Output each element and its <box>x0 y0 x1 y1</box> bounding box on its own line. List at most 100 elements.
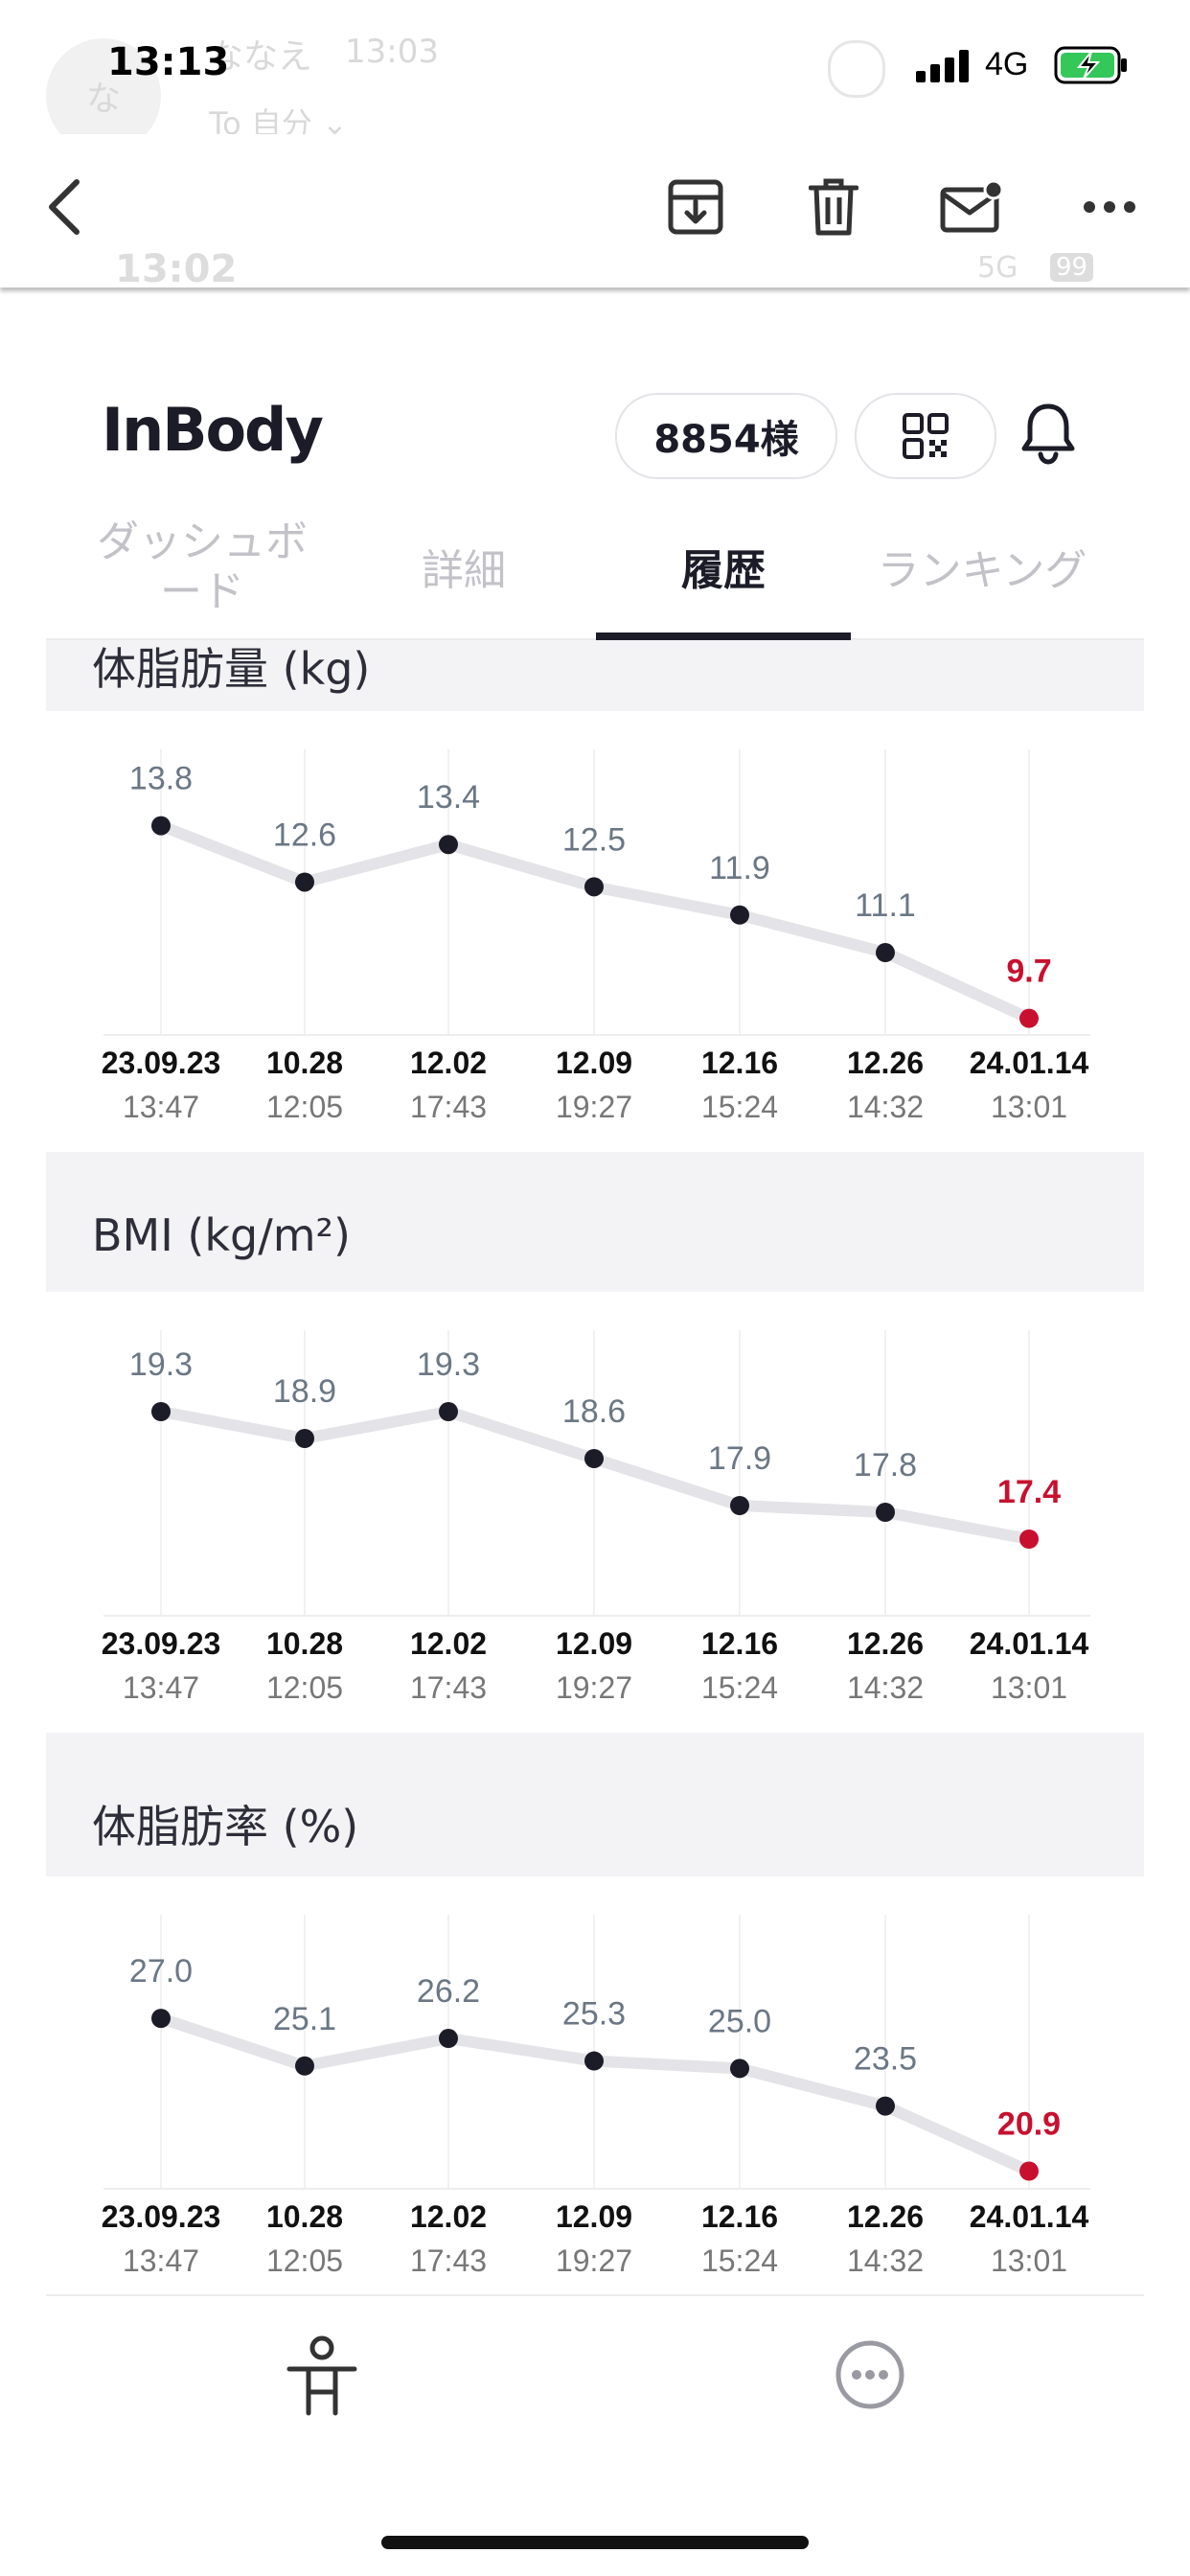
date-tick-label: 12.09 <box>556 1626 632 1661</box>
data-point <box>584 877 604 897</box>
data-point <box>439 835 458 855</box>
trash-icon[interactable] <box>795 169 872 245</box>
data-label: 25.3 <box>562 1996 626 2033</box>
date-tick-label: 23.09.23 <box>102 2199 221 2234</box>
time-tick-label: 15:24 <box>701 1670 778 1705</box>
data-label: 12.6 <box>273 816 336 853</box>
date-tick-label: 24.01.14 <box>970 2199 1089 2234</box>
time-tick-label: 13:47 <box>123 1670 199 1705</box>
date-tick-label: 12.26 <box>847 1626 924 1661</box>
time-tick-label: 12:05 <box>266 2243 343 2278</box>
data-point <box>876 1503 895 1522</box>
active-tab-indicator <box>596 632 851 640</box>
time-tick-label: 19:27 <box>556 1090 632 1124</box>
section-title-body-fat-mass: 体脂肪量 (kg) <box>92 643 371 695</box>
underlay-time: 13:02 <box>115 247 238 291</box>
more-circle-icon[interactable] <box>834 2338 906 2411</box>
time-tick-label: 15:24 <box>701 2243 778 2278</box>
time-tick-label: 13:01 <box>991 2243 1067 2278</box>
app-logo: InBody <box>102 395 324 465</box>
time-tick-label: 14:32 <box>847 1670 924 1705</box>
tab-ranking[interactable]: ランキング <box>877 546 1087 595</box>
data-label: 17.4 <box>997 1474 1061 1510</box>
back-icon[interactable] <box>25 169 102 245</box>
data-point <box>439 2029 458 2049</box>
body-figure-icon[interactable] <box>284 2333 360 2417</box>
date-tick-label: 12.16 <box>701 1626 778 1661</box>
section-header-body-fat-percentage: 体脂肪率 (%) <box>46 1733 1144 1876</box>
date-tick-label: 12.02 <box>410 2199 487 2234</box>
time-tick-label: 17:43 <box>410 1670 487 1705</box>
data-point <box>151 816 171 836</box>
data-point <box>876 2096 895 2116</box>
section-header-bmi: BMI (kg/m²) <box>46 1152 1144 1292</box>
data-label: 13.4 <box>417 779 480 816</box>
data-label: 20.9 <box>997 2106 1061 2143</box>
data-label: 18.9 <box>273 1373 336 1410</box>
time-tick-label: 19:27 <box>556 1670 632 1705</box>
data-point <box>295 2056 314 2076</box>
mark-unread-icon[interactable] <box>933 169 1010 245</box>
more-icon[interactable] <box>1071 169 1148 245</box>
data-label: 17.9 <box>708 1440 771 1477</box>
tab-details[interactable]: 詳細 <box>422 546 506 595</box>
member-name: 8854様 <box>653 418 799 462</box>
date-tick-label: 10.28 <box>266 1046 343 1080</box>
date-tick-label: 10.28 <box>266 2199 343 2234</box>
date-tick-label: 12.16 <box>701 2199 778 2234</box>
data-label: 27.0 <box>129 1953 193 1990</box>
data-point <box>295 872 314 892</box>
status-bar: な ななえ 13:03 To 自分 ⌄ 13:13 4G <box>0 0 1190 153</box>
date-tick-label: 12.09 <box>556 1046 632 1080</box>
notification-bell-icon[interactable] <box>1018 401 1085 468</box>
data-point <box>876 943 895 963</box>
status-time: 13:13 <box>107 40 230 84</box>
chart-body-fat-mass: 13.8 23.09.23 13:47 12.6 10.28 12:05 13.4 12.02… <box>102 749 1090 1124</box>
data-label: 11.1 <box>855 887 916 924</box>
mail-toolbar: 13:02 5G 99 <box>0 134 1190 291</box>
date-tick-label: 10.28 <box>266 1626 343 1661</box>
section-header-body-fat-mass: 体脂肪量 (kg) <box>46 640 1144 711</box>
signal-icon <box>916 50 969 82</box>
time-tick-label: 14:32 <box>847 1090 924 1124</box>
data-label: 26.2 <box>417 1973 480 2010</box>
data-point <box>151 2009 171 2029</box>
email-time: 13:03 <box>345 33 439 71</box>
member-pill[interactable]: 8854様 <box>615 393 837 479</box>
time-tick-label: 17:43 <box>410 2243 487 2278</box>
data-point <box>584 1449 604 1468</box>
data-label: 23.5 <box>854 2041 917 2078</box>
data-point <box>151 1402 171 1421</box>
time-tick-label: 13:01 <box>991 1090 1067 1124</box>
tab-divider <box>46 638 1144 640</box>
tab-dashboard[interactable]: ダッシュボード <box>97 518 308 616</box>
time-tick-label: 13:47 <box>123 1090 199 1124</box>
date-tick-label: 12.09 <box>556 2199 632 2234</box>
data-label: 9.7 <box>1006 954 1051 990</box>
date-tick-label: 12.26 <box>847 1046 924 1080</box>
data-point <box>295 1429 314 1448</box>
home-indicator <box>381 2536 809 2549</box>
data-point <box>439 1402 458 1421</box>
time-tick-label: 14:32 <box>847 2243 924 2278</box>
underlay-network: 5G <box>977 251 1018 285</box>
data-point <box>1019 1530 1039 1549</box>
chart-bmi: 19.3 23.09.23 13:47 18.9 10.28 12:05 19.3 12.02… <box>102 1330 1090 1705</box>
archive-icon[interactable] <box>657 169 734 245</box>
date-tick-label: 23.09.23 <box>102 1626 221 1661</box>
underlay-battery: 99 <box>1050 253 1094 282</box>
data-point <box>730 1496 749 1515</box>
data-point <box>1019 2161 1039 2181</box>
time-tick-label: 15:24 <box>701 1090 778 1124</box>
data-point <box>1019 1008 1039 1028</box>
data-point <box>730 2058 749 2079</box>
qr-code-button[interactable] <box>855 393 996 479</box>
tab-history[interactable]: 履歴 <box>681 546 766 595</box>
sender-avatar-letter: な <box>85 80 121 119</box>
data-point <box>730 905 749 925</box>
data-label: 19.3 <box>417 1346 480 1383</box>
section-title-body-fat-percentage: 体脂肪率 (%) <box>92 1801 359 1852</box>
section-title-bmi: BMI (kg/m²) <box>92 1209 351 1261</box>
time-tick-label: 17:43 <box>410 1090 487 1124</box>
sender-name: ななえ <box>209 37 313 77</box>
